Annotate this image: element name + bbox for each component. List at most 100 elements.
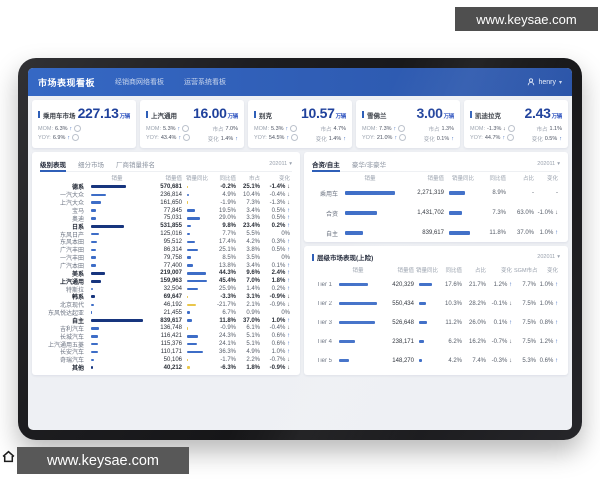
row-name: 北京现代 [59,303,84,310]
left-date-selector[interactable]: 202011 ▾ [269,161,292,167]
jv-date-selector[interactable]: 202011 ▾ [537,161,560,167]
yoy-value: -0.9% [220,325,236,332]
table-row: 奇瑞汽车 50,106 -1.7% 2.2% -0.7% ↓ [40,356,292,365]
share-value: 5.1% [246,333,260,340]
left-tab-0[interactable]: 级别表现 [40,159,66,172]
watermark-top: www.keysae.com [455,7,598,31]
table-row: 自主 839,617 11.8% 37.0% 1.0% ↑ [40,317,292,326]
stat-label: YOY: [38,134,51,141]
app-title: 市场表现看板 [38,77,96,88]
yoy-value: -21.7% [216,301,236,308]
yoy-bar [449,191,465,195]
share-value: 7.3% [246,199,260,206]
row-name: 日系 [71,224,84,231]
change-value: -1.3% ↓ [269,199,290,206]
kpi-title: 乘用车市场 [38,110,76,120]
trend-icon[interactable] [291,134,299,141]
sales-value: 1,431,702 [417,210,444,216]
table-row: 东风日产 125,016 7.7% 5.5% 0% [40,230,292,239]
row-name: 德系 [71,185,84,192]
row-name: 上汽大众 [59,201,84,208]
row-name: 长安汽车 [59,350,84,357]
row-name: 广汽丰田 [59,248,84,255]
stat-label: MOM: [470,125,485,132]
trend-icon[interactable] [290,125,298,132]
yoy-bar [187,350,203,354]
col-header: 销量同比 [185,175,208,182]
share-value: 16.2% [468,338,486,345]
kpi-unit: 万辆 [227,114,239,120]
kpi-stat: MOM: -1.3% ↓ [470,125,515,132]
kpi-stat: YOY: 54.5% ↑ [254,134,299,141]
yoy-bar [187,335,198,338]
row-name: Tier 2 [316,300,332,307]
kpi-stat: 市占 4.7% [320,125,346,133]
kpi-stat: YOY: 6.9% ↑ [38,134,81,141]
change-value: 1.2% ↑ [493,281,512,288]
share-value: 2.2% [246,356,260,363]
trend-icon[interactable] [399,134,407,141]
kpi-value: 3.00万辆 [416,105,455,121]
header-tab-1[interactable]: 运营系统看板 [184,79,227,86]
yoy-value: 13.8% [218,262,236,269]
header-tab-0[interactable]: 经销商网络看板 [115,79,165,86]
jv-tab-0[interactable]: 合资/自主 [312,159,340,172]
trend-icon[interactable] [507,134,515,141]
share-value: - [532,190,534,196]
trend-icon[interactable] [398,125,406,132]
left-tab-1[interactable]: 细分市场 [78,161,104,169]
yoy-bar [187,232,191,236]
sales-bar [339,359,350,362]
up-arrow-icon: ↑ [177,125,181,132]
change-value: -0.1% ↓ [491,300,512,307]
share-value: 9.6% [246,270,260,277]
share-value: 0.9% [246,309,260,316]
up-arrow-icon: ↑ [559,136,562,142]
left-tab-2[interactable]: 厂商销量排名 [116,161,155,169]
trend-icon[interactable] [74,125,82,132]
jv-tab-1[interactable]: 豪华/非豪华 [351,161,387,169]
tier-table-header: 销量 销量值 销量同比 同比值 占比 变化 SGM市占 变化 [312,264,560,275]
yoy-value: -1.9% [220,199,236,206]
sgm-share-value: 7.5% [522,300,536,307]
up-arrow-icon: ↑ [287,317,290,324]
title-marker [312,253,314,261]
col-header: 同比值 [445,267,462,274]
sales-bar [91,342,99,346]
trend-icon[interactable] [72,134,80,141]
row-name: 奥迪 [71,216,84,223]
sgm-share-value: 7.5% [522,319,536,326]
sales-bar [91,295,96,299]
change-value: 1.0% ↑ [539,230,558,236]
yoy-bar [187,264,193,267]
content: 级别表现 细分市场 厂商销量排名 202011 ▾ 销量 销量值 销量同比 同比值 市占 变化 德… [28,152,572,375]
yoy-bar [187,193,190,197]
trend-icon[interactable] [183,134,191,141]
sgm-change-value: 1.0% ↑ [539,300,558,307]
trend-icon[interactable] [182,125,190,132]
up-arrow-icon: ↑ [451,136,454,142]
user-menu[interactable]: henry ▾ [527,78,562,86]
tier-date-selector[interactable]: 202011 ▾ [537,254,560,260]
change-value: -1.4% ↓ [269,183,290,190]
sales-value: 526,648 [392,319,414,326]
sales-value: 148,270 [392,357,414,364]
yoy-value: 10.3% [444,300,462,307]
row-name: 乘用车 [319,191,338,198]
yoy-value: 19.5% [218,207,236,214]
app-header: 市场表现看板 经销商网络看板 运营系统看板 henry ▾ [28,68,572,96]
yoy-value: 6.7% [222,309,236,316]
trend-icon[interactable] [507,125,515,132]
stat-value: 5.3% [162,125,176,132]
stat-label: MOM: [362,125,377,132]
kpi-value: 227.13万辆 [77,105,131,121]
stat-value: 5.3% [270,125,284,132]
yoy-value: -0.2% [220,183,236,190]
yoy-value: 11.8% [219,317,236,324]
col-header: 销量同比 [416,267,438,274]
kpi-mom-yoy: MOM: -1.3% ↓ YOY: 44.7% ↑ [470,125,515,143]
sales-value: 116,421 [160,333,182,340]
yoy-value: 36.3% [218,348,236,355]
sales-value: 95,512 [163,238,182,245]
share-value: 1.4% [246,286,260,293]
